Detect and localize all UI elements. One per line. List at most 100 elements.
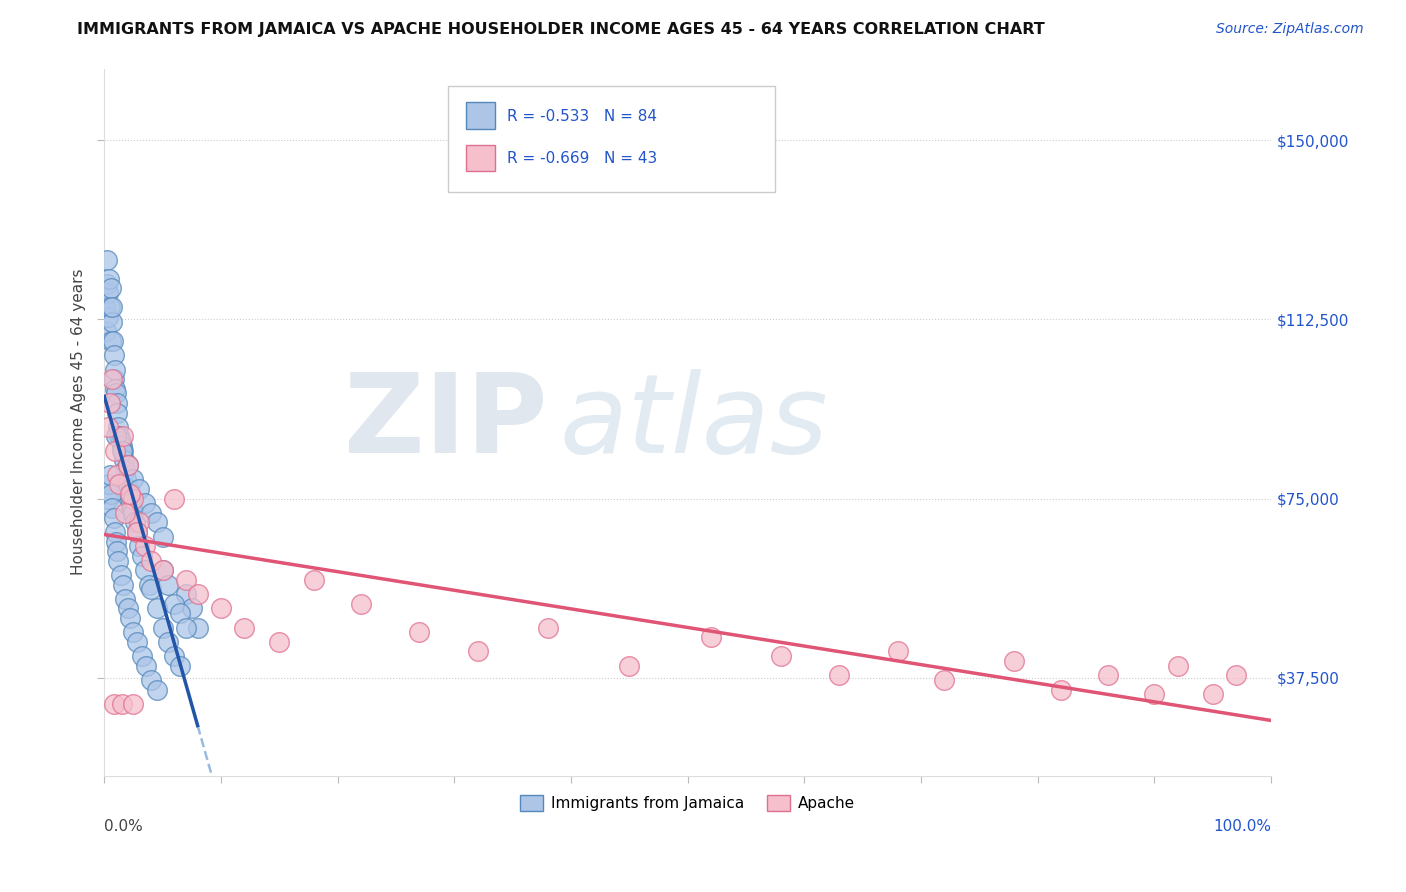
Point: [122, 491, 145, 506]
Point: [104, 443, 127, 458]
Point: [97, 271, 120, 285]
Text: Source: ZipAtlas.com: Source: ZipAtlas.com: [1216, 22, 1364, 37]
Point: [134, 539, 156, 553]
Point: [100, 334, 122, 348]
Point: [134, 496, 156, 510]
Text: IMMIGRANTS FROM JAMAICA VS APACHE HOUSEHOLDER INCOME AGES 45 - 64 YEARS CORRELAT: IMMIGRANTS FROM JAMAICA VS APACHE HOUSEH…: [77, 22, 1045, 37]
Point: [104, 362, 127, 376]
Point: [100, 487, 122, 501]
Point: [98, 467, 121, 482]
Point: [96, 277, 118, 291]
Point: [163, 649, 186, 664]
Point: [101, 501, 124, 516]
Point: [124, 516, 146, 530]
Point: [111, 429, 134, 443]
Point: [101, 372, 124, 386]
Point: [98, 301, 121, 315]
Point: [104, 429, 127, 443]
Point: [122, 697, 145, 711]
Point: [157, 635, 180, 649]
Point: [233, 620, 256, 634]
Point: [101, 334, 124, 348]
Point: [139, 582, 162, 597]
Point: [118, 487, 141, 501]
Point: [1201, 687, 1223, 701]
Text: atlas: atlas: [560, 368, 828, 475]
Point: [1050, 682, 1073, 697]
Point: [174, 573, 197, 587]
Point: [828, 668, 851, 682]
Text: R = -0.669   N = 43: R = -0.669 N = 43: [506, 151, 657, 166]
Point: [94, 324, 117, 338]
Point: [94, 301, 117, 315]
Point: [97, 310, 120, 324]
Point: [110, 434, 132, 449]
Point: [157, 577, 180, 591]
Point: [269, 635, 291, 649]
Point: [104, 524, 127, 539]
Point: [131, 549, 153, 563]
Point: [134, 563, 156, 577]
Point: [114, 506, 136, 520]
Point: [104, 386, 127, 401]
Point: [100, 281, 122, 295]
Point: [103, 510, 125, 524]
Point: [122, 472, 145, 486]
Point: [111, 439, 134, 453]
Point: [169, 606, 191, 620]
Point: [131, 649, 153, 664]
Point: [125, 524, 148, 539]
FancyBboxPatch shape: [465, 145, 495, 171]
Point: [111, 697, 134, 711]
Point: [180, 601, 202, 615]
Point: [117, 458, 139, 472]
Point: [169, 658, 191, 673]
Point: [152, 620, 174, 634]
Point: [1225, 668, 1247, 682]
Text: 0.0%: 0.0%: [104, 819, 143, 834]
Point: [107, 554, 129, 568]
Point: [105, 405, 128, 419]
Point: [105, 396, 128, 410]
Point: [101, 301, 124, 315]
Point: [118, 491, 141, 506]
Point: [97, 491, 120, 506]
Point: [122, 625, 145, 640]
Text: ZIP: ZIP: [344, 368, 547, 475]
Y-axis label: Householder Income Ages 45 - 64 years: Householder Income Ages 45 - 64 years: [72, 268, 86, 575]
Point: [174, 620, 197, 634]
Point: [121, 501, 143, 516]
Point: [114, 591, 136, 606]
Point: [209, 601, 232, 615]
Point: [125, 524, 148, 539]
Point: [619, 658, 641, 673]
Point: [128, 482, 150, 496]
Point: [163, 597, 186, 611]
Point: [107, 420, 129, 434]
Point: [135, 658, 157, 673]
Point: [108, 429, 131, 443]
Legend: Immigrants from Jamaica, Apache: Immigrants from Jamaica, Apache: [515, 789, 860, 817]
Point: [110, 568, 132, 582]
Point: [111, 577, 134, 591]
Point: [187, 587, 209, 601]
Point: [115, 472, 138, 486]
Point: [105, 467, 128, 482]
Point: [187, 620, 209, 634]
Point: [139, 673, 162, 687]
Point: [174, 587, 197, 601]
Point: [304, 573, 326, 587]
Point: [1167, 658, 1189, 673]
Point: [886, 644, 908, 658]
Point: [103, 348, 125, 362]
Text: 100.0%: 100.0%: [1213, 819, 1271, 834]
Point: [97, 420, 120, 434]
Point: [139, 554, 162, 568]
Point: [117, 458, 139, 472]
Point: [1143, 687, 1166, 701]
Point: [700, 630, 723, 644]
Point: [101, 315, 124, 329]
Point: [934, 673, 956, 687]
Point: [163, 491, 186, 506]
Point: [103, 697, 125, 711]
